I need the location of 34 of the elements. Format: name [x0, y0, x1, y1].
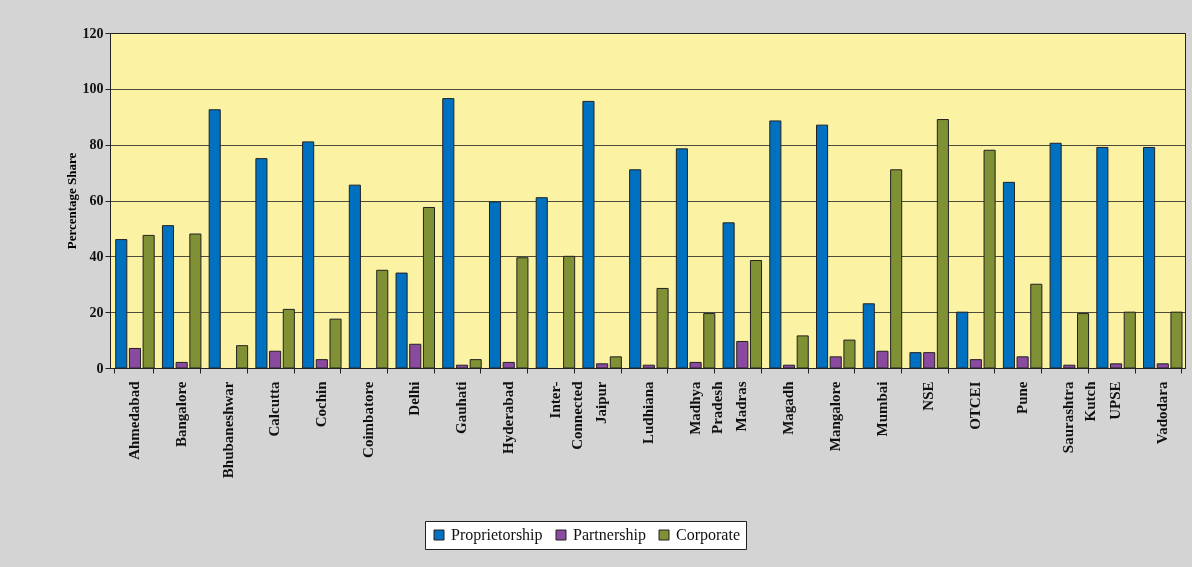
x-tick-label: Hyderabad: [499, 380, 516, 455]
x-tick-label: OTCEI: [967, 381, 984, 430]
y-tick-label: 100: [82, 81, 104, 97]
x-tick-label: Madhya Pradesh: [686, 380, 725, 435]
x-tick-label: Inter-Connected: [546, 380, 585, 450]
x-tick-label: Vadodara: [1153, 381, 1170, 445]
x-tick-label: Mangalore: [826, 381, 843, 452]
x-tick-label: Bhubaneshwar: [219, 381, 236, 479]
x-tick-label: UPSE: [1107, 381, 1124, 420]
x-tick-label: Pune: [1013, 381, 1030, 415]
x-tick-label: Mumbai: [873, 381, 890, 437]
y-tick-label: 120: [82, 25, 104, 41]
x-tick-label: Bangalore: [172, 381, 189, 448]
x-tick-label: Ahmedabad: [126, 380, 143, 460]
x-tick-label: Delhi: [406, 381, 423, 416]
x-tick-label: Calcutta: [266, 381, 283, 437]
x-tick-label: Madras: [733, 381, 750, 432]
y-tick-label: 80: [89, 137, 104, 153]
legend-label: Corporate: [676, 526, 740, 544]
x-tick-label: Saurashtra Kutch: [1060, 380, 1099, 454]
y-tick-label: 40: [89, 248, 104, 264]
x-tick-label: Cochin: [312, 380, 329, 428]
x-tick-label: NSE: [920, 381, 937, 411]
x-tick-label: Ludhiana: [640, 381, 656, 445]
legend-label: Partnership: [573, 526, 646, 544]
y-axis-title: Percentage Share: [63, 152, 79, 250]
x-tick-label: Coimbatore: [359, 381, 376, 458]
y-tick-label: 60: [89, 193, 104, 208]
legend-label: Proprietorship: [451, 526, 543, 544]
y-tick-label: 0: [96, 360, 104, 376]
y-tick-label: 20: [89, 304, 104, 320]
x-tick-label: Jaipur: [593, 381, 610, 425]
x-tick-label: Magadh: [780, 380, 797, 435]
x-tick-label: Gauhati: [453, 381, 470, 435]
